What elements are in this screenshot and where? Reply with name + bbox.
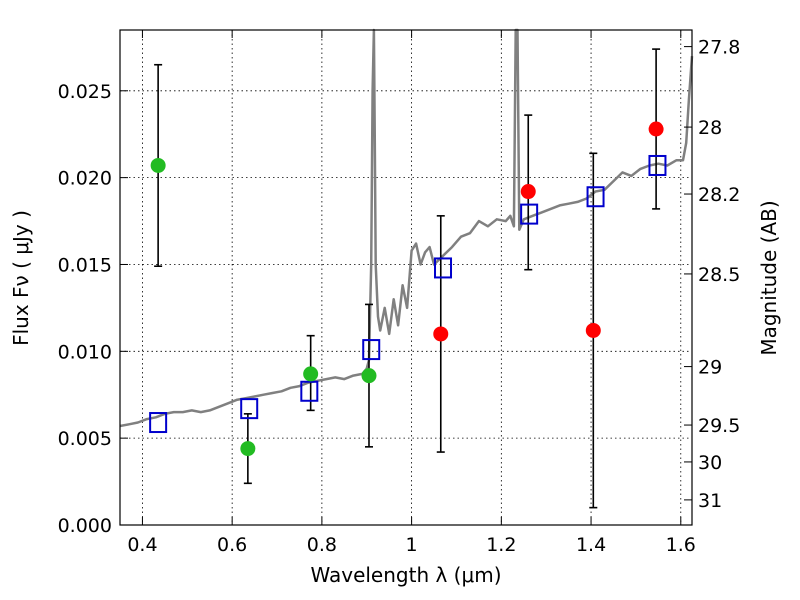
model-photometry-square <box>648 154 667 176</box>
sed-model-layer <box>119 28 694 428</box>
photometry-points-layer <box>150 121 664 457</box>
y-tick-label: 0.000 <box>58 515 112 537</box>
y-tick-label: 0.010 <box>58 341 112 363</box>
mag-tick-label: 28.2 <box>698 184 740 206</box>
x-tick-label: 0.4 <box>127 534 157 556</box>
upper-limit-point <box>585 322 601 338</box>
model-photometry-square <box>300 380 319 402</box>
mag-tick-label: 29 <box>698 357 722 379</box>
x-tick-label: 1.2 <box>486 534 516 556</box>
grid <box>120 30 692 526</box>
y-axis-label: Flux Fν ( μJy ) <box>9 210 33 346</box>
y-tick-label: 0.005 <box>58 428 112 450</box>
x-tick-label: 1.6 <box>666 534 696 556</box>
mag-tick-label: 31 <box>698 490 722 512</box>
tick-layer: 0.4 0.6 0.8 1 1.2 1.4 1.6 0.000 0.005 0.010 0.015 0… <box>58 30 740 556</box>
x-tick-label: 0.8 <box>307 534 337 556</box>
detection-point <box>303 366 319 382</box>
x-tick-label: 1.4 <box>576 534 606 556</box>
x-axis-label: Wavelength λ (μm) <box>310 563 501 587</box>
model-photometry-square <box>362 339 381 361</box>
y-tick-label: 0.025 <box>58 81 112 103</box>
y-tick-label: 0.020 <box>58 168 112 190</box>
model-photometry-square <box>240 398 259 420</box>
detection-point <box>361 368 377 384</box>
y2-axis-label: Magnitude (AB) <box>757 200 781 355</box>
model-photometry-square <box>434 257 453 279</box>
x-tick-label: 0.6 <box>217 534 247 556</box>
upper-limit-point <box>648 121 664 137</box>
mag-tick-label: 28.5 <box>698 264 740 286</box>
x-tick-label: 1 <box>406 534 418 556</box>
upper-limit-point <box>520 184 536 200</box>
mag-tick-label: 27.8 <box>698 37 740 59</box>
detection-point <box>240 441 256 457</box>
mag-tick-label: 29.5 <box>698 415 740 437</box>
plot-frame <box>119 29 693 526</box>
model-photometry-square <box>149 412 168 434</box>
mag-tick-label: 28 <box>698 117 722 139</box>
y-tick-label: 0.015 <box>58 254 112 276</box>
mag-tick-label: 30 <box>698 452 722 474</box>
errorbar-layer <box>154 48 661 509</box>
upper-limit-point <box>433 326 449 342</box>
sed-model-curve <box>119 28 694 428</box>
model-photometry-square <box>520 203 539 225</box>
detection-point <box>150 157 166 173</box>
model-photometry-layer <box>149 154 667 434</box>
model-photometry-square <box>586 186 605 208</box>
